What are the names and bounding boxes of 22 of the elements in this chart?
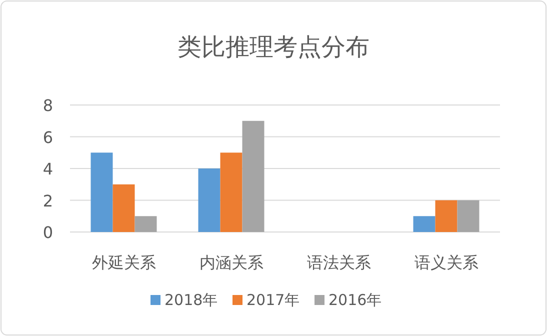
y-tick-label: 0 xyxy=(42,223,54,242)
x-tick-label: 内涵关系 xyxy=(199,253,264,272)
bar xyxy=(198,168,220,232)
bar xyxy=(112,184,135,232)
bar xyxy=(242,120,264,232)
x-tick-label: 外延关系 xyxy=(92,253,156,272)
bar xyxy=(134,216,157,232)
y-tick-label: 6 xyxy=(42,128,54,147)
x-tick-label: 语法关系 xyxy=(306,253,371,272)
legend-label: 2017年 xyxy=(246,291,300,309)
bar xyxy=(435,200,458,232)
y-tick-label: 4 xyxy=(42,160,54,178)
bar xyxy=(457,200,480,232)
bar xyxy=(220,152,242,232)
x-tick-label: 语义关系 xyxy=(414,253,478,272)
bar xyxy=(90,152,113,232)
bar xyxy=(413,216,436,232)
y-tick-label: 2 xyxy=(42,191,54,210)
legend-label: 2016年 xyxy=(328,291,382,309)
legend-label: 2018年 xyxy=(164,291,218,309)
y-tick-label: 8 xyxy=(42,96,54,115)
chart-title: 类比推理考点分布 xyxy=(178,33,370,61)
